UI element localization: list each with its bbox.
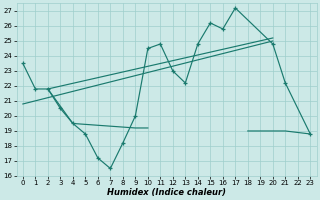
X-axis label: Humidex (Indice chaleur): Humidex (Indice chaleur) bbox=[107, 188, 226, 197]
